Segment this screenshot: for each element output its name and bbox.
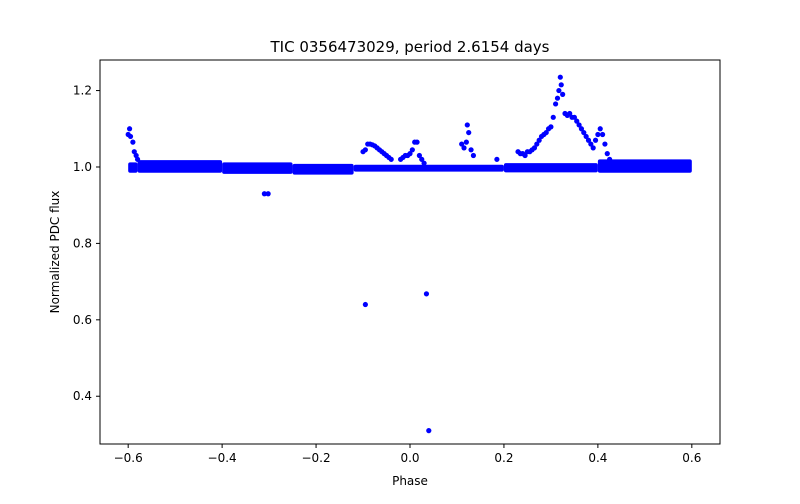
y-axis-label: Normalized PDC flux xyxy=(48,191,62,314)
x-tick-label: −0.4 xyxy=(208,451,237,465)
data-point xyxy=(602,141,608,147)
x-tick-label: 0.2 xyxy=(494,451,513,465)
data-point xyxy=(362,147,368,153)
x-tick-label: 0.6 xyxy=(682,451,701,465)
data-point xyxy=(556,87,562,94)
data-point xyxy=(599,131,606,138)
baseline-band-segment xyxy=(137,160,223,173)
data-marks xyxy=(125,74,692,434)
y-tick-label: 0.4 xyxy=(73,389,92,403)
data-point xyxy=(576,122,582,128)
data-point xyxy=(578,126,585,132)
data-point xyxy=(583,133,589,140)
data-point xyxy=(127,133,134,140)
data-point xyxy=(130,139,136,145)
data-point xyxy=(463,139,469,145)
y-tick-label: 1.0 xyxy=(73,160,92,174)
data-point xyxy=(597,126,603,132)
data-point xyxy=(553,101,559,107)
data-point xyxy=(423,291,430,297)
baseline-band-segment xyxy=(222,162,293,174)
x-axis: −0.6 −0.4 −0.2 0.0 0.2 0.4 0.6 xyxy=(114,444,701,465)
data-point xyxy=(590,145,596,151)
baseline-band-segment xyxy=(292,163,354,175)
data-point xyxy=(604,151,610,157)
data-point xyxy=(567,110,573,117)
data-point xyxy=(494,156,500,162)
baseline-band-segment xyxy=(503,163,598,173)
data-point xyxy=(459,141,465,147)
data-point xyxy=(548,124,554,130)
x-axis-label: Phase xyxy=(392,474,428,488)
x-tick-label: 0.4 xyxy=(588,451,607,465)
data-point xyxy=(419,156,425,162)
baseline-band-segment xyxy=(128,162,138,173)
data-point xyxy=(134,156,141,162)
data-point xyxy=(362,301,368,308)
data-point xyxy=(557,74,563,80)
data-point xyxy=(581,129,587,136)
data-point xyxy=(261,191,267,197)
data-point xyxy=(558,82,564,88)
data-point xyxy=(534,141,540,147)
data-point xyxy=(426,428,432,434)
baseline-band-segment xyxy=(597,159,692,173)
chart-title: TIC 0356473029, period 2.6154 days xyxy=(269,38,549,56)
data-point xyxy=(543,129,549,136)
data-point xyxy=(126,126,133,132)
data-point xyxy=(466,129,472,136)
y-tick-label: 0.8 xyxy=(73,236,92,250)
data-point xyxy=(560,91,566,97)
data-point xyxy=(407,151,413,157)
data-point xyxy=(592,137,599,143)
data-point xyxy=(531,145,538,151)
data-point xyxy=(414,139,420,145)
x-tick-label: 0.0 xyxy=(400,451,419,465)
data-point xyxy=(388,156,394,162)
data-point xyxy=(461,145,467,151)
data-point xyxy=(550,114,556,120)
data-point xyxy=(409,147,415,153)
data-point xyxy=(265,191,271,197)
y-tick-label: 1.2 xyxy=(73,84,92,98)
data-point xyxy=(574,118,580,124)
data-point xyxy=(571,114,577,120)
data-point xyxy=(588,141,594,147)
data-point xyxy=(470,152,477,159)
data-point xyxy=(522,152,528,159)
y-axis: 0.4 0.6 0.8 1.0 1.2 xyxy=(73,84,100,403)
data-point xyxy=(464,122,470,128)
x-tick-label: −0.6 xyxy=(114,451,143,465)
baseline-band-segment xyxy=(353,164,504,172)
y-tick-label: 0.6 xyxy=(73,313,92,327)
data-point xyxy=(607,156,613,162)
data-point xyxy=(585,137,592,143)
data-point xyxy=(595,131,601,138)
data-point xyxy=(416,152,422,159)
x-tick-label: −0.2 xyxy=(301,451,330,465)
data-point xyxy=(536,137,542,143)
data-point xyxy=(421,160,427,166)
data-point xyxy=(554,95,561,101)
data-point xyxy=(468,147,474,153)
